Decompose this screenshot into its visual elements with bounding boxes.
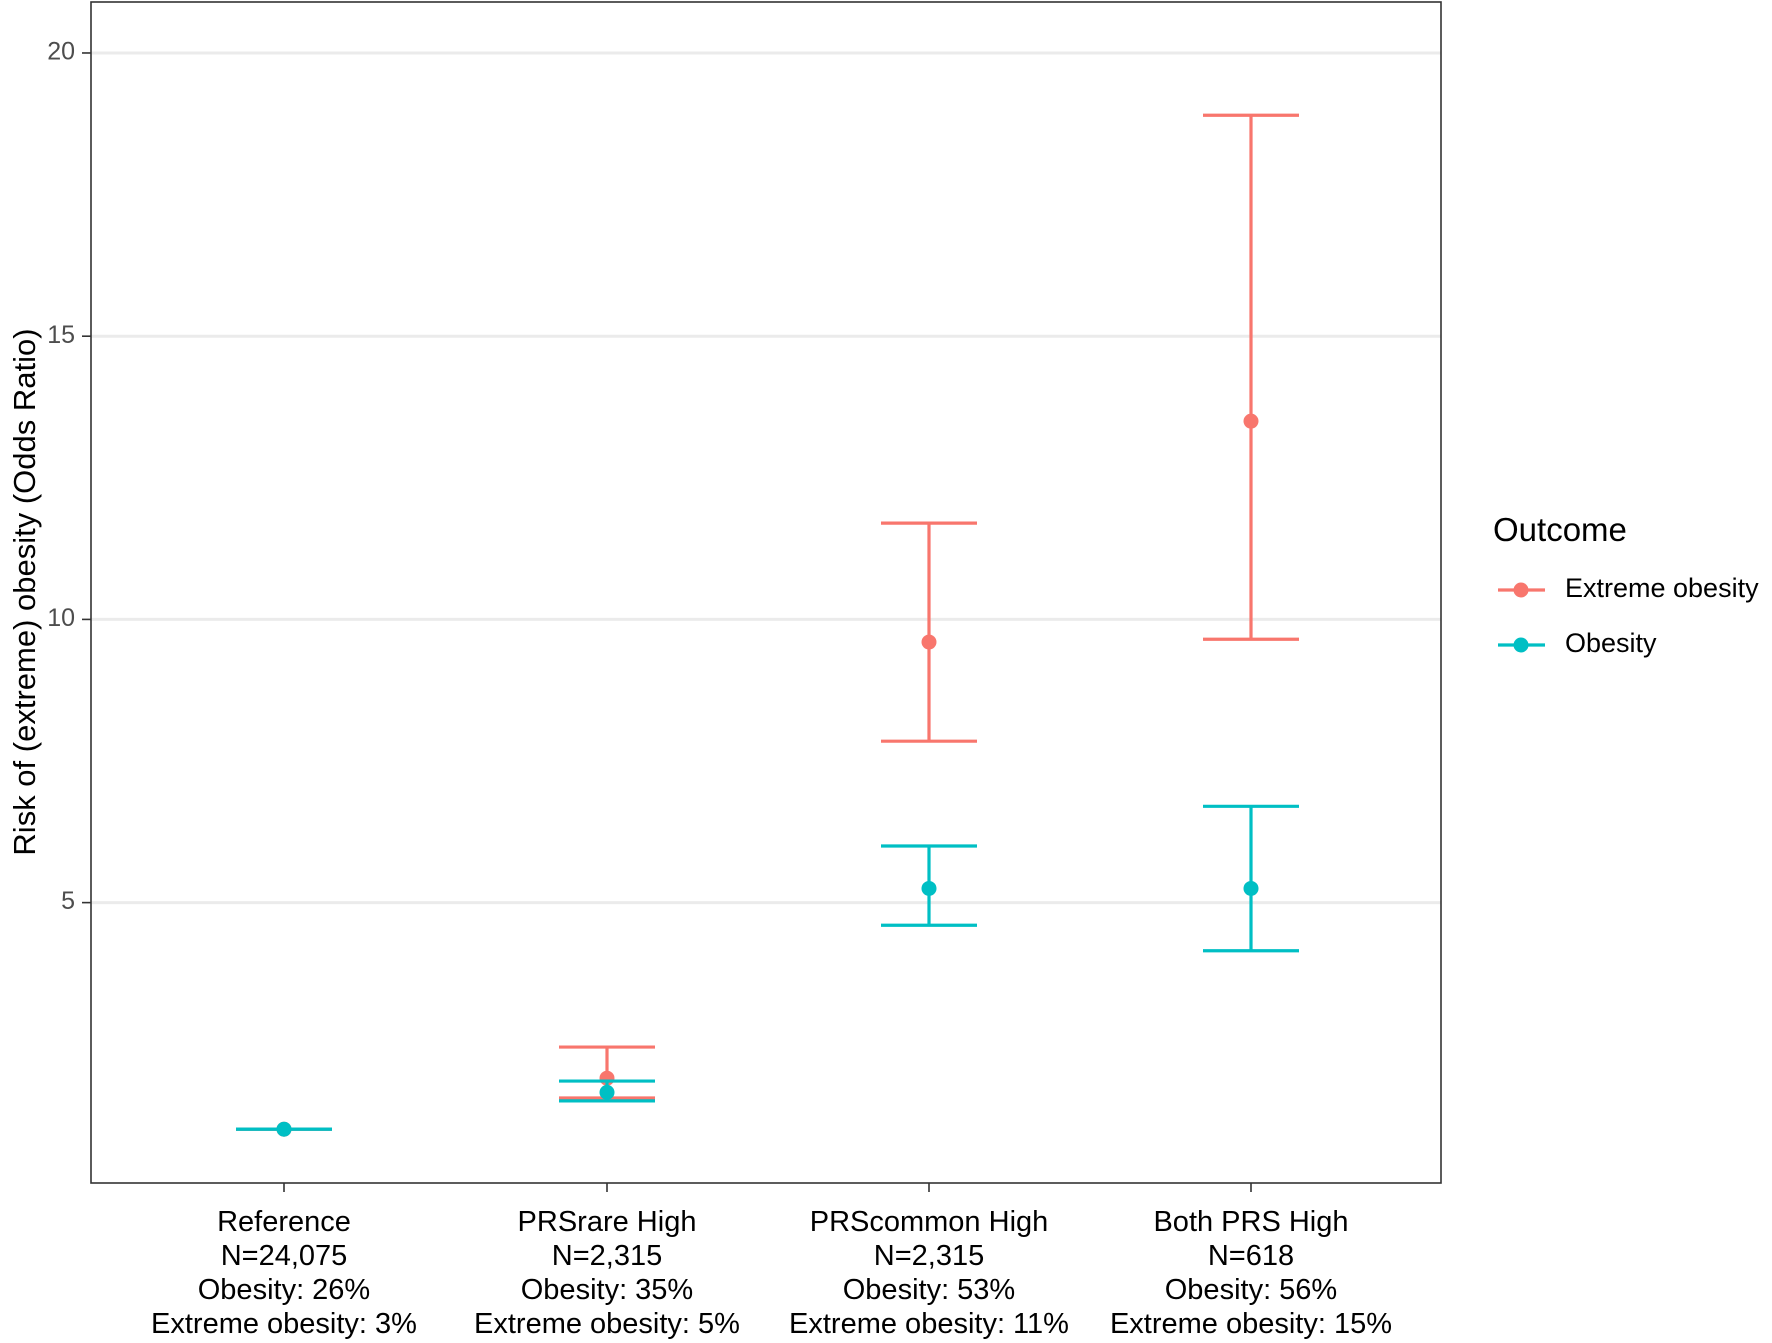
y-axis-title: Risk of (extreme) obesity (Odds Ratio) — [7, 328, 42, 855]
x-tick-label-line: Both PRS High — [1153, 1206, 1348, 1238]
x-tick-label-line: N=2,315 — [874, 1240, 984, 1272]
y-tick-label-15: 15 — [47, 321, 75, 349]
x-tick-label-line: N=24,075 — [221, 1240, 348, 1272]
x-tick-label-2: PRScommon High N=2,315 Obesity: 53% Extreme… — [789, 1206, 1069, 1340]
x-tick-label-3: Both PRS High N=618 Obesity: 56% Extreme ob… — [1110, 1206, 1392, 1340]
x-tick-label-0: Reference N=24,075 Obesity: 26% Extreme obe… — [151, 1206, 417, 1340]
series-obesity — [236, 804, 1299, 1137]
x-tick-label-line: Extreme obesity: 15% — [1110, 1308, 1392, 1340]
legend-key-point — [1513, 582, 1529, 598]
legend-entry-extreme-obesity: Extreme obesity — [1498, 573, 1759, 603]
x-tick-label-line: N=618 — [1208, 1240, 1294, 1272]
x-tick-label-line: PRScommon High — [810, 1206, 1049, 1238]
y-tick-label-5: 5 — [61, 887, 75, 915]
x-axis: Reference N=24,075 Obesity: 26% Extreme obe… — [151, 1183, 1392, 1340]
data-point — [921, 634, 937, 650]
x-tick-label-1: PRSrare High N=2,315 Obesity: 35% Extreme o… — [474, 1206, 740, 1340]
data-point — [599, 1084, 615, 1100]
x-tick-label-line: Extreme obesity: 5% — [474, 1308, 740, 1340]
legend: Outcome Extreme obesity Obesity — [1493, 511, 1759, 658]
y-tick-label-20: 20 — [47, 38, 75, 66]
legend-title: Outcome — [1493, 511, 1627, 548]
x-tick-label-line: PRSrare High — [518, 1206, 697, 1238]
legend-label: Obesity — [1565, 628, 1657, 658]
gridlines — [91, 51, 1441, 905]
y-axis: 5 10 15 20 — [47, 38, 91, 915]
data-point — [1243, 413, 1259, 429]
x-tick-label-line: N=2,315 — [552, 1240, 662, 1272]
legend-label: Extreme obesity — [1565, 573, 1759, 603]
y-tick-label-10: 10 — [47, 604, 75, 632]
x-tick-label-line: Obesity: 53% — [843, 1274, 1015, 1306]
panel-border — [90, 1, 1442, 1184]
x-tick-label-line: Obesity: 56% — [1165, 1274, 1337, 1306]
series-layer — [236, 113, 1299, 1137]
data-point — [921, 880, 937, 896]
x-tick-label-line: Obesity: 35% — [521, 1274, 693, 1306]
data-point — [276, 1121, 292, 1137]
legend-key-point — [1513, 637, 1529, 653]
legend-entry-obesity: Obesity — [1498, 628, 1657, 658]
x-tick-label-line: Obesity: 26% — [198, 1274, 370, 1306]
data-point — [1243, 880, 1259, 896]
x-tick-label-line: Extreme obesity: 3% — [151, 1308, 417, 1340]
x-tick-label-line: Reference — [217, 1206, 351, 1238]
x-tick-label-line: Extreme obesity: 11% — [789, 1308, 1069, 1340]
